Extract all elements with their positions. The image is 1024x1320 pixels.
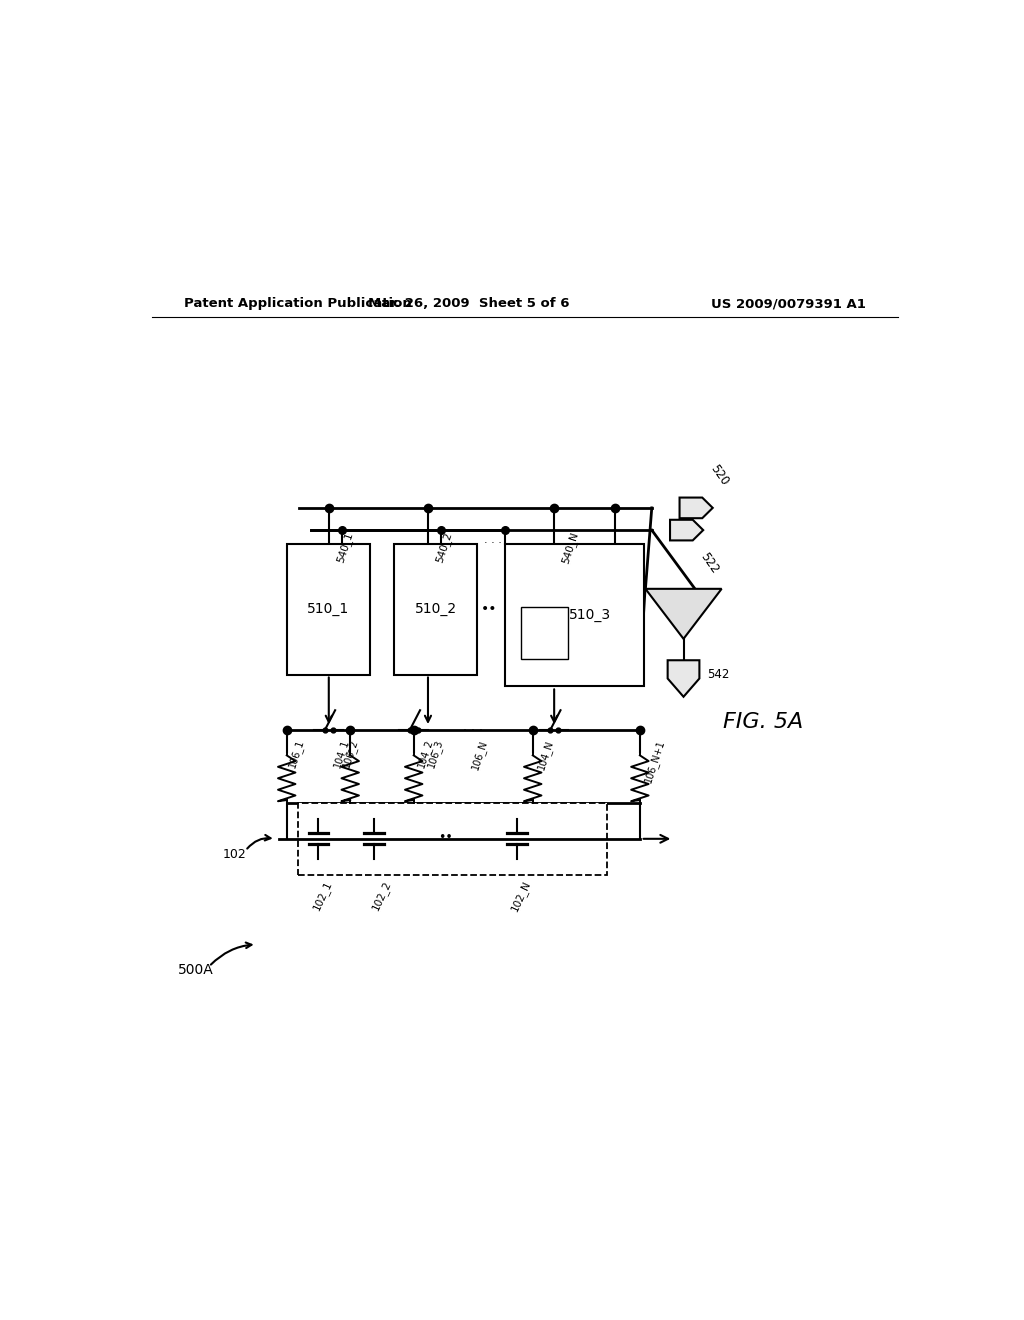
Bar: [394, 544, 477, 675]
Text: FIG. 5A: FIG. 5A: [723, 713, 803, 733]
Text: . . .: . . .: [484, 535, 502, 545]
Text: ••: ••: [481, 602, 498, 616]
Text: 540_1: 540_1: [334, 531, 354, 564]
Polygon shape: [680, 498, 713, 519]
Text: 102_2: 102_2: [370, 879, 393, 912]
Text: 104_1: 104_1: [331, 738, 350, 770]
Text: 522: 522: [698, 550, 722, 576]
Text: 104_N: 104_N: [536, 738, 555, 771]
Text: 540_N: 540_N: [560, 531, 581, 565]
Text: 500A: 500A: [177, 962, 213, 977]
Bar: [287, 544, 370, 675]
Text: Patent Application Publication: Patent Application Publication: [183, 297, 412, 310]
Text: 102_1: 102_1: [310, 879, 334, 912]
Text: 106_2: 106_2: [341, 738, 360, 770]
Text: Mar. 26, 2009  Sheet 5 of 6: Mar. 26, 2009 Sheet 5 of 6: [369, 297, 570, 310]
Text: 102: 102: [222, 849, 246, 861]
Text: 102_N: 102_N: [509, 879, 532, 913]
Text: 106_1: 106_1: [287, 738, 306, 770]
Bar: [505, 544, 644, 686]
Text: 510_1: 510_1: [307, 602, 349, 616]
Bar: [298, 803, 607, 875]
Text: 106_N: 106_N: [469, 738, 489, 771]
Text: 520: 520: [708, 462, 731, 488]
Text: 106_N+1: 106_N+1: [642, 738, 667, 784]
Text: 104_2: 104_2: [416, 738, 435, 770]
Text: . . .: . . .: [463, 719, 483, 733]
Polygon shape: [645, 589, 722, 639]
Bar: [521, 607, 568, 659]
Text: 540: 540: [673, 612, 694, 626]
Text: 510_2: 510_2: [415, 602, 457, 616]
Text: ••: ••: [438, 830, 453, 843]
Text: 540_2: 540_2: [433, 531, 454, 564]
Text: 542: 542: [708, 668, 730, 681]
Polygon shape: [668, 660, 699, 697]
Text: US 2009/0079391 A1: US 2009/0079391 A1: [712, 297, 866, 310]
Text: 510_3: 510_3: [569, 609, 611, 622]
Text: 106_3: 106_3: [426, 738, 445, 770]
Polygon shape: [670, 520, 703, 540]
